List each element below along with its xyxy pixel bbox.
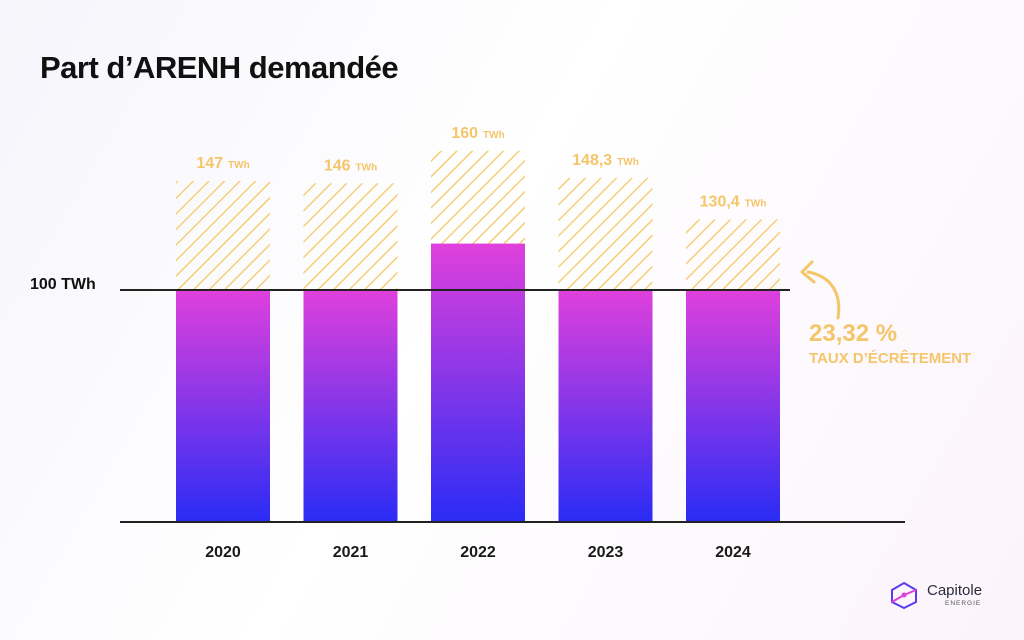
logo-name: Capitole bbox=[927, 582, 983, 599]
capitole-logo: Capitole ENERGIE bbox=[887, 580, 997, 612]
x-tick-label-2023: 2023 bbox=[588, 544, 624, 561]
value-label-2021: 146 TWh bbox=[324, 157, 377, 174]
x-tick-label-2022: 2022 bbox=[460, 544, 496, 561]
reference-line-label: 100 TWh bbox=[30, 276, 96, 293]
x-tick-label-2021: 2021 bbox=[333, 544, 369, 561]
logo-subtitle: ENERGIE bbox=[945, 600, 982, 607]
annotation-value: 23,32 % bbox=[809, 320, 897, 347]
value-label-2023: 148,3 TWh bbox=[572, 152, 639, 169]
value-label-2020: 147 TWh bbox=[196, 155, 249, 172]
chart-title: Part d’ARENH demandée bbox=[40, 50, 399, 85]
allocated-bar-2023 bbox=[558, 290, 653, 522]
allocated-bar-2024 bbox=[686, 290, 780, 522]
value-label-2024: 130,4 TWh bbox=[700, 193, 767, 210]
annotation-arrow bbox=[806, 270, 841, 320]
allocated-bar-2022 bbox=[431, 243, 525, 522]
axis-layer: 2020 2021 2022 2023 2024 100 TWh 23,32 % TAUX D… bbox=[30, 260, 971, 561]
allocated-bar-2021 bbox=[303, 290, 398, 522]
capitole-logo-icon bbox=[891, 581, 917, 610]
value-label-2022: 160 TWh bbox=[451, 125, 504, 142]
annotation-arrowhead bbox=[800, 260, 816, 284]
annotation-label: TAUX D’ÉCRÊTEMENT bbox=[809, 349, 971, 367]
x-tick-label-2020: 2020 bbox=[205, 544, 241, 561]
value-labels-layer: 147 TWh 146 TWh 160 TWh 148,3 TWh 130,4 TWh bbox=[196, 125, 766, 211]
allocated-bar-2020 bbox=[176, 290, 270, 522]
x-tick-label-2024: 2024 bbox=[715, 544, 751, 561]
